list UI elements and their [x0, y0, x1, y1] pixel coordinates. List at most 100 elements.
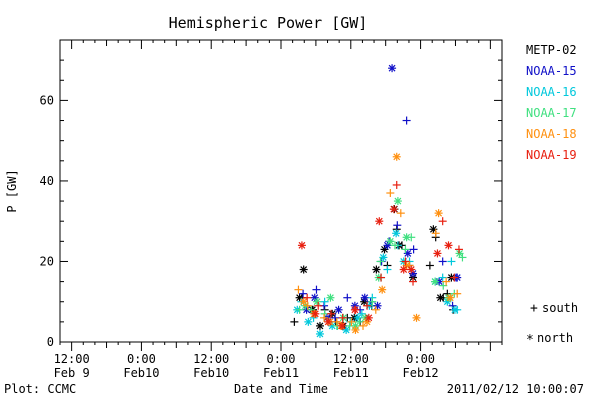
x-tick-label: 12:00 — [333, 352, 369, 366]
south-point — [294, 285, 303, 294]
south-point — [439, 281, 448, 290]
south-point — [438, 217, 447, 226]
x-tick-date-label: Feb10 — [123, 366, 159, 380]
south-point — [371, 305, 380, 314]
south-point — [314, 301, 323, 310]
south-marker-label: south — [542, 301, 578, 315]
x-tick-label: 12:00 — [54, 352, 90, 366]
north-point — [338, 321, 347, 330]
south-point — [295, 305, 304, 314]
x-tick-date-label: Feb11 — [263, 366, 299, 380]
south-point — [320, 313, 329, 322]
north-point — [315, 329, 324, 338]
south-point — [332, 317, 341, 326]
north-point — [388, 64, 397, 73]
north-point — [431, 277, 440, 286]
south-point — [368, 297, 377, 306]
south-point — [320, 297, 329, 306]
south-point — [343, 293, 352, 302]
south-point — [347, 317, 356, 326]
y-tick-label: 20 — [40, 254, 54, 268]
north-point — [399, 265, 408, 274]
north-point — [402, 233, 411, 242]
y-tick-label: 60 — [40, 93, 54, 107]
footer-left: Plot: CCMC — [4, 382, 76, 396]
south-point — [307, 305, 316, 314]
north-point — [297, 241, 306, 250]
north-point — [364, 313, 373, 322]
footer-right: 2011/02/12 10:00:07 — [447, 382, 584, 396]
south-point — [338, 313, 347, 322]
north-point — [311, 309, 320, 318]
north-point — [434, 209, 443, 218]
legend-item: NOAA-15 — [526, 64, 577, 78]
north-point — [351, 325, 360, 334]
south-marker-symbol: + — [530, 301, 538, 316]
north-point — [393, 197, 402, 206]
south-point — [303, 293, 312, 302]
north-point — [433, 249, 442, 258]
north-marker-symbol: * — [526, 333, 534, 348]
legend: METP-02 NOAA-15 NOAA-16 NOAA-17 NOAA-18 NOAA-… — [526, 43, 577, 162]
north-point — [383, 241, 392, 250]
north-point — [304, 317, 313, 326]
south-point — [383, 265, 392, 274]
north-point — [372, 265, 381, 274]
south-point — [331, 313, 340, 322]
south-point — [290, 317, 299, 326]
south-point — [363, 301, 372, 310]
south-point — [396, 209, 405, 218]
north-point — [444, 241, 453, 250]
data-points — [290, 64, 467, 338]
south-point — [327, 309, 336, 318]
north-point — [378, 285, 387, 294]
south-point — [312, 285, 321, 294]
north-point — [450, 305, 459, 314]
north-point — [334, 305, 343, 314]
x-tick-label: 0:00 — [267, 352, 296, 366]
south-point — [425, 261, 434, 270]
legend-item: NOAA-18 — [526, 127, 577, 141]
south-point — [299, 289, 308, 298]
x-tick-date-label: Feb11 — [333, 366, 369, 380]
north-point — [446, 293, 455, 302]
north-point — [326, 293, 335, 302]
x-axis-label: Date and Time — [234, 382, 328, 396]
north-point — [380, 245, 389, 254]
south-point — [438, 257, 447, 266]
north-point — [389, 205, 398, 214]
legend-item: NOAA-17 — [526, 106, 577, 120]
north-point — [299, 297, 308, 306]
y-axis: 0 20 40 60 — [40, 39, 502, 349]
north-point — [386, 237, 395, 246]
south-point — [409, 245, 418, 254]
north-point — [315, 321, 324, 330]
north-point — [299, 265, 308, 274]
south-point — [377, 273, 386, 282]
north-marker-label: north — [537, 331, 573, 345]
south-point — [401, 245, 410, 254]
north-point — [373, 301, 382, 310]
south-point — [454, 245, 463, 254]
north-point — [407, 265, 416, 274]
north-point — [392, 229, 401, 238]
south-point — [392, 180, 401, 189]
north-point — [436, 293, 445, 302]
north-point — [353, 313, 362, 322]
north-point — [392, 152, 401, 161]
y-axis-label: P [GW] — [5, 169, 19, 212]
south-point — [447, 257, 456, 266]
south-point — [355, 317, 364, 326]
y-tick-label: 0 — [47, 335, 54, 349]
south-point — [359, 321, 368, 330]
plot-frame — [59, 39, 503, 343]
south-point — [401, 257, 410, 266]
south-point — [303, 301, 312, 310]
legend-item: NOAA-16 — [526, 85, 577, 99]
north-point — [379, 253, 388, 262]
x-tick-label: 0:00 — [406, 352, 435, 366]
north-point — [324, 317, 333, 326]
south-point — [448, 301, 457, 310]
